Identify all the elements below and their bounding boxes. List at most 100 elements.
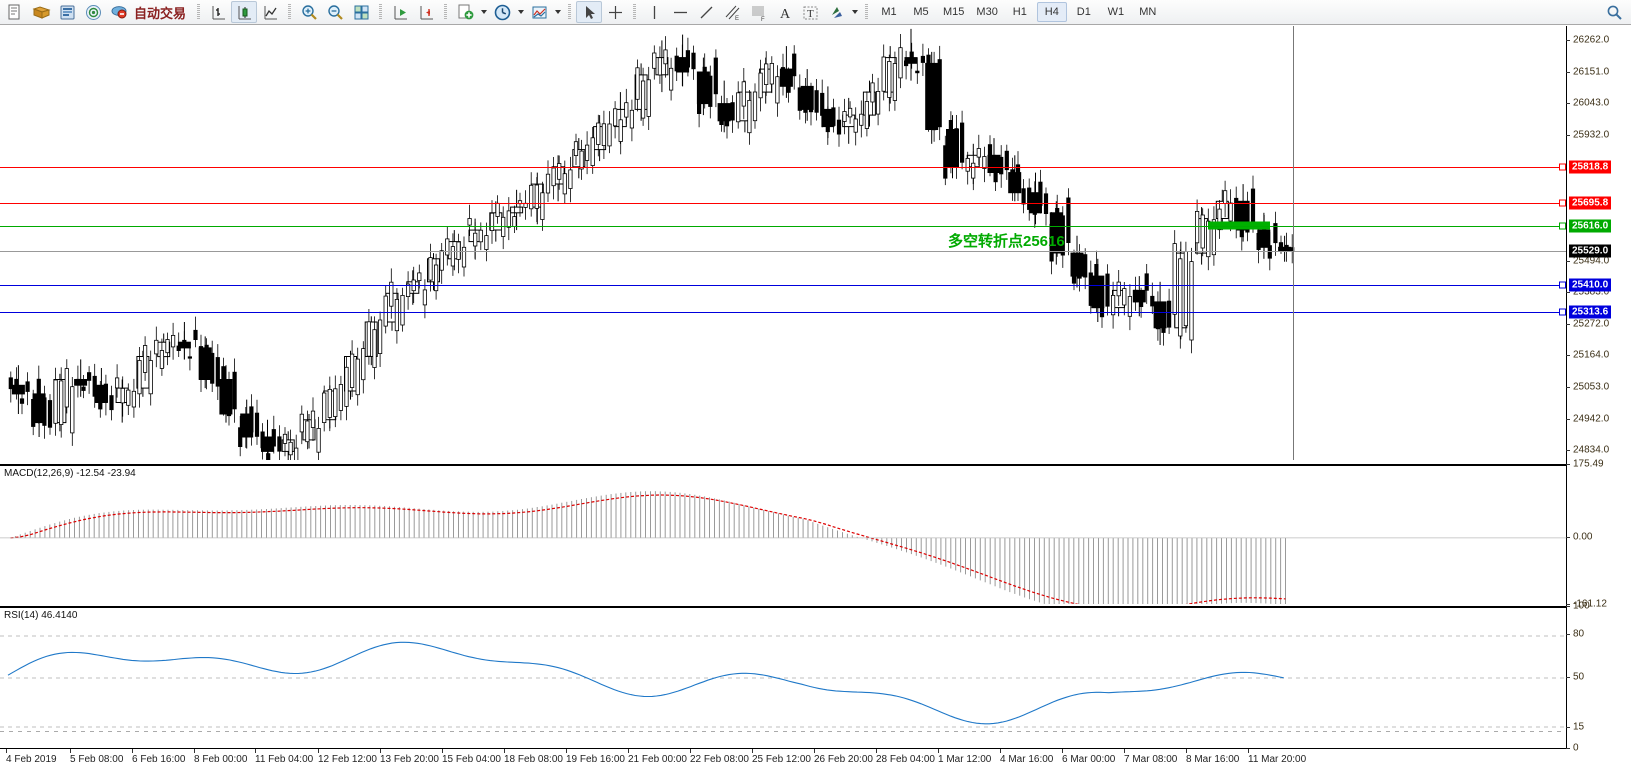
time-tick [1124,749,1125,753]
price-scale-axis[interactable]: 26262.0 26151.0 26043.0 25932.0 25494.0 25383… [1566,26,1631,754]
rsi-axis-label: 50 [1573,671,1585,683]
axis-tick-label: 25494.0 [1573,255,1610,266]
arrows-dropdown-caret[interactable] [849,1,860,23]
svg-text:A: A [780,7,791,22]
level-price-tag[interactable]: 25695.8 [1569,196,1612,209]
time-axis-label: 11 Feb 04:00 [255,754,314,765]
macd-indicator-pane[interactable]: MACD(12,26,9) -12.54 -23.94 [0,464,1566,604]
fibonacci-icon[interactable]: F [745,1,771,23]
level-price-tag[interactable]: 25529.0 [1569,244,1612,257]
axis-tick-label: 24942.0 [1573,413,1610,425]
time-axis-dotted-separator [0,731,1566,732]
timeframe-d1[interactable]: D1 [1076,6,1091,18]
autotrading-icon[interactable] [106,1,132,23]
rsi-series [0,635,1566,728]
time-axis-label: 4 Mar 16:00 [1000,754,1054,765]
timeframe-m15[interactable]: M15 [943,6,965,18]
text-label-icon[interactable]: A [771,1,797,23]
time-tick [255,749,256,753]
market-watch-icon[interactable] [54,1,80,23]
macd-axis-label: 0.00 [1573,531,1593,543]
new-order-icon[interactable] [2,1,28,23]
vertical-line-icon[interactable] [641,1,667,23]
chart-shift-icon[interactable] [413,1,439,23]
time-tick [814,749,815,753]
time-axis-label: 28 Feb 04:00 [876,754,935,765]
timeframe-h1[interactable]: H1 [1012,6,1027,18]
rsi-axis-tick [1566,606,1570,607]
macd-axis-tick [1566,537,1570,538]
level-price-tag[interactable]: 25410.0 [1569,278,1612,292]
macd-axis-label: 175.49 [1573,458,1604,470]
macd-label: MACD(12,26,9) -12.54 -23.94 [4,468,136,479]
toolbar-separator [863,3,870,21]
templates-dropdown-caret[interactable] [552,1,563,23]
time-axis-label: 8 Mar 16:00 [1186,754,1240,765]
timeframe-h4[interactable]: H4 [1036,2,1067,22]
time-axis-label: 11 Mar 20:00 [1248,754,1307,765]
axis-tick [1566,419,1570,421]
templates-icon[interactable] [526,1,552,23]
axis-tick [1566,39,1570,41]
indicators-dropdown-caret[interactable] [478,1,489,23]
time-tick [194,749,195,753]
timeframe-mn[interactable]: MN [1139,6,1157,18]
auto-scroll-icon[interactable] [387,1,413,23]
time-axis-label: 22 Feb 08:00 [690,754,749,765]
time-tick [876,749,877,753]
axis-tick [1566,260,1570,262]
time-tick [1000,749,1001,753]
time-axis-label: 5 Feb 08:00 [70,754,124,765]
period-dropdown-caret[interactable] [515,1,526,23]
level-price-tag[interactable]: 25818.8 [1569,160,1612,174]
timeframe-m1[interactable]: M1 [881,6,897,18]
candlestick-chart-icon[interactable] [231,1,258,23]
crosshair-icon[interactable] [602,1,628,23]
axis-tick-label: 25164.0 [1573,349,1610,361]
time-axis-label: 8 Feb 00:00 [194,754,248,765]
zoom-in-icon[interactable] [296,1,322,23]
time-axis-label: 21 Feb 00:00 [628,754,687,765]
timeframe-w1[interactable]: W1 [1107,6,1125,18]
rsi-axis-label: 15 [1573,721,1585,733]
price-chart-pane[interactable] [0,26,1566,460]
axis-tick [1566,292,1570,294]
timeframe-m30[interactable]: M30 [976,6,998,18]
folder-icon[interactable] [28,1,54,23]
search-icon[interactable] [1606,4,1623,21]
macd-axis-tick [1566,604,1570,605]
crosshair-vertical-line [1293,26,1294,460]
time-tick [442,749,443,753]
axis-tick [1566,387,1570,389]
text-box-icon[interactable]: T [797,1,823,23]
toolbar-separator [631,3,638,21]
auto-trading-label[interactable]: 自动交易 [134,5,187,21]
arrows-icon[interactable] [823,1,849,23]
indicators-icon[interactable] [452,1,478,23]
equidistant-channel-icon[interactable]: E [719,1,745,23]
time-axis-label: 7 Mar 08:00 [1124,754,1178,765]
rsi-indicator-pane[interactable]: RSI(14) 46.4140 [0,606,1566,748]
period-clock-icon[interactable] [489,1,515,23]
timeframe-group: M1 M5 M15 M30 H1 H4 D1 W1 MN [873,2,1164,22]
timeframe-m5[interactable]: M5 [913,6,929,18]
level-price-tag[interactable]: 25616.0 [1569,219,1612,232]
rsi-axis-tick [1566,726,1570,728]
navigator-icon[interactable] [80,1,106,23]
zoom-out-icon[interactable] [322,1,348,23]
macd-axis-tick [1566,464,1570,465]
level-price-tag[interactable]: 25313.6 [1569,305,1612,319]
time-scale-axis[interactable]: 4 Feb 2019 5 Feb 08:00 6 Feb 16:00 8 Feb 00… [0,748,1566,773]
trendline-icon[interactable] [693,1,719,23]
macd-series [0,491,1566,604]
horizontal-line-icon[interactable] [667,1,693,23]
line-chart-icon[interactable] [257,1,283,23]
bar-chart-icon[interactable] [205,1,231,23]
tile-windows-icon[interactable] [348,1,374,23]
rsi-axis-label: 100 [1573,600,1590,612]
time-tick [1062,749,1063,753]
time-axis-label: 1 Mar 12:00 [938,754,992,765]
cursor-icon[interactable] [576,1,603,23]
axis-tick-label: 26151.0 [1573,66,1610,78]
rsi-axis-tick [1566,748,1570,749]
